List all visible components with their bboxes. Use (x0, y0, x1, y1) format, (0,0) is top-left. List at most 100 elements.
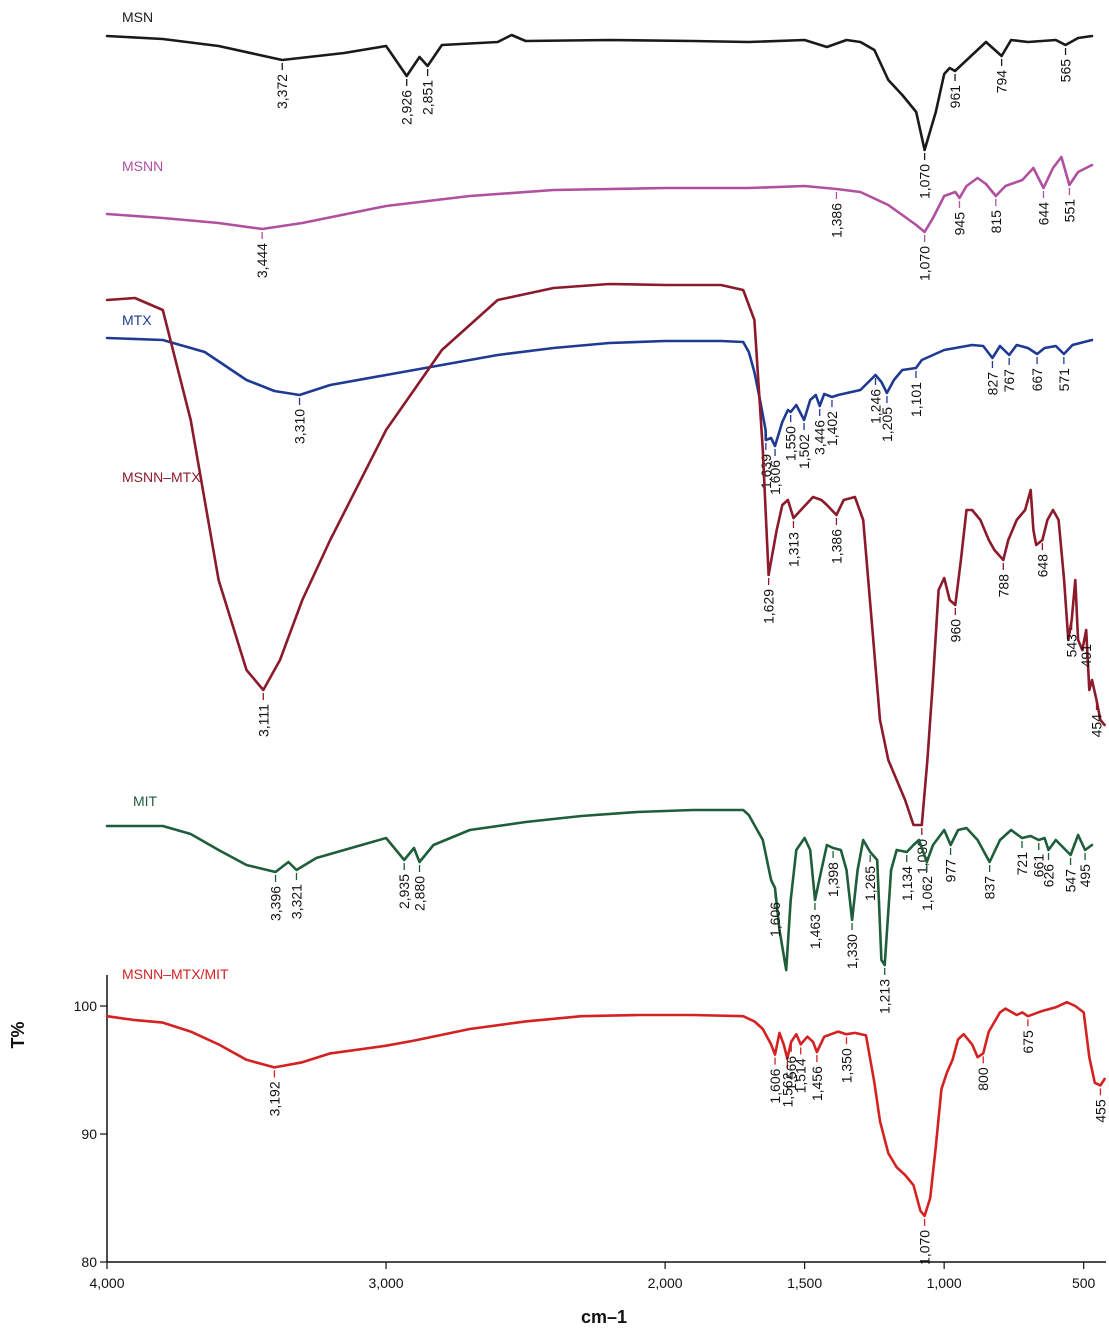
x-tick-label: 1,500 (787, 1275, 822, 1291)
y-tick-label: 80 (81, 1254, 97, 1270)
peak-label: 1,402 (824, 411, 840, 446)
peak-label: 977 (943, 859, 959, 883)
peak-label: 626 (1041, 864, 1057, 888)
peak-label: 945 (952, 212, 968, 236)
peak-label: 1,205 (879, 407, 895, 442)
peak-label: 3,446 (812, 420, 828, 455)
peak-label: 1,213 (877, 979, 893, 1014)
peak-label: 3,192 (266, 1081, 282, 1116)
peak-label: 1,398 (825, 862, 841, 897)
peak-label: 3,444 (254, 243, 270, 278)
series-name: MSNN–MTX/MIT (122, 966, 229, 982)
series-name: MSNN–MTX (122, 469, 201, 485)
spectrum-line (105, 808, 1094, 972)
peak-label: 454 (1089, 714, 1105, 738)
peak-label: 1,070 (917, 164, 933, 199)
peak-label: 1,639 (758, 454, 774, 489)
spectrum-msn: MSN 3,372 2,926 2,851 1,070 961 794 565 (105, 9, 1094, 199)
peak-label: 2,935 (396, 874, 412, 909)
peak-label: 721 (1014, 852, 1030, 876)
spectrum-line (105, 33, 1094, 152)
spectrum-msnn: MSNN 3,444 1,386 1,070 945 815 644 551 (105, 155, 1094, 281)
peak-label: 1,330 (844, 934, 860, 969)
peak-label: 571 (1056, 368, 1072, 392)
peak-label: 1,313 (786, 532, 802, 567)
peak-label: 1,386 (828, 529, 844, 564)
peak-label: 495 (1077, 864, 1093, 888)
y-tick-label: 100 (74, 998, 98, 1014)
y-axis-title: T% (8, 1022, 28, 1049)
x-tick-label: 500 (1072, 1275, 1096, 1291)
peak-label: 551 (1061, 199, 1077, 223)
x-tick-label: 1,000 (927, 1275, 962, 1291)
spectrum-line (105, 1000, 1106, 1218)
peak-label: 1,070 (917, 1230, 933, 1265)
series-name: MTX (122, 312, 152, 328)
series-name: MIT (133, 793, 158, 809)
peak-label: 1,463 (807, 914, 823, 949)
spectrum-mit: MIT 3,396 3,321 2,935 2,880 1,606 1,463 1,398 1,… (105, 793, 1094, 1014)
peak-label: 3,310 (292, 409, 308, 444)
peak-label: 1,134 (899, 866, 915, 901)
peak-label: 1,606 (767, 460, 783, 495)
spectra-group: MSN 3,372 2,926 2,851 1,070 961 794 565 MSNN 3,44… (105, 9, 1108, 1265)
peak-label: 1,080 (914, 839, 930, 874)
peak-label: 3,372 (274, 74, 290, 109)
peak-label: 1,062 (919, 876, 935, 911)
peak-label: 1,550 (783, 426, 799, 461)
x-tick-label: 4,000 (89, 1275, 124, 1291)
peak-label: 1,502 (796, 434, 812, 469)
peak-label: 960 (947, 619, 963, 643)
peak-label: 794 (994, 70, 1010, 94)
peak-label: 1,386 (828, 203, 844, 238)
series-name: MSNN (122, 158, 163, 174)
spectrum-msnn-mtx: MSNN–MTX 3,111 1,629 1,313 1,386 1,080 960 788 6… (105, 282, 1106, 874)
peak-label: 565 (1058, 59, 1074, 83)
peak-label: 1,265 (862, 866, 878, 901)
peak-label: 1,514 (793, 1058, 809, 1093)
peak-label: 1,606 (767, 902, 783, 937)
series-name: MSN (122, 9, 153, 25)
peak-label: 767 (1001, 369, 1017, 393)
peak-label: 1,566 (783, 1056, 799, 1091)
peak-label: 2,926 (399, 90, 415, 125)
peak-label: 827 (984, 372, 1000, 396)
peak-label: 1,070 (917, 246, 933, 281)
peak-label: 800 (975, 1067, 991, 1091)
peak-label: 1,606 (767, 1068, 783, 1103)
peak-label: 815 (988, 210, 1004, 234)
peak-label: 1,629 (761, 589, 777, 624)
x-tick-label: 2,000 (648, 1275, 683, 1291)
peak-label: 2,880 (412, 876, 428, 911)
peak-label: 788 (995, 574, 1011, 598)
peak-label: 3,396 (268, 886, 284, 921)
y-tick-label: 90 (81, 1126, 97, 1142)
peak-label: 961 (947, 85, 963, 109)
peak-label: 1,562 (779, 1072, 795, 1107)
peak-label: 648 (1034, 554, 1050, 578)
peak-label: 837 (982, 876, 998, 900)
peak-label: 1,101 (908, 382, 924, 417)
peak-label: 491 (1078, 644, 1094, 668)
peak-label: 1,246 (868, 389, 884, 424)
peak-label: 675 (1020, 1030, 1036, 1054)
peak-label: 2,851 (420, 80, 436, 115)
spectrum-line (105, 336, 1094, 448)
peak-label: 667 (1029, 368, 1045, 392)
peak-label: 1,350 (838, 1048, 854, 1083)
peak-label: 543 (1064, 634, 1080, 658)
peak-label: 644 (1036, 202, 1052, 226)
peak-label: 3,321 (289, 884, 305, 919)
x-axis-title: cm–1 (581, 1307, 627, 1327)
peak-label: 661 (1031, 854, 1047, 878)
axes: 4,000 3,000 2,000 1,500 1,000 500 80 90 100 (74, 975, 1106, 1291)
peak-label: 547 (1063, 869, 1079, 893)
peak-label: 1,456 (809, 1066, 825, 1101)
spectrum-line (105, 155, 1094, 234)
spectrum-line (105, 282, 1106, 827)
x-tick-label: 3,000 (369, 1275, 404, 1291)
peak-label: 3,111 (255, 704, 271, 737)
